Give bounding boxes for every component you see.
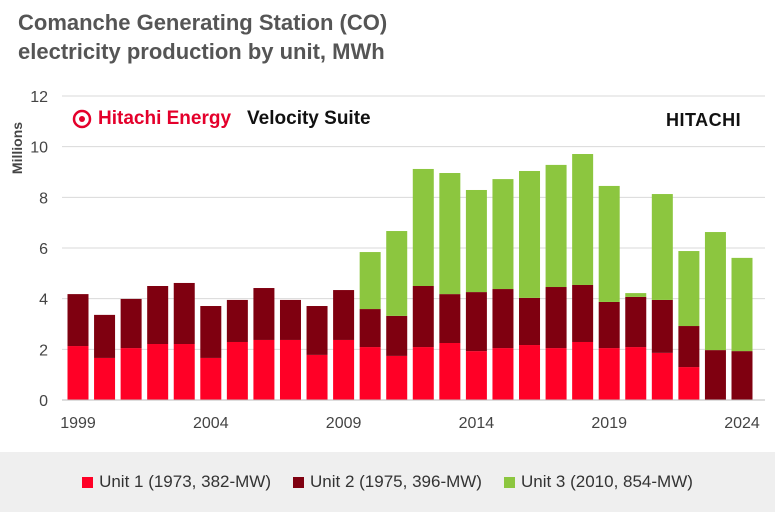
legend-swatch — [503, 476, 515, 488]
bar-2021-unit-2 — [651, 299, 673, 353]
legend-label: Unit 3 (2010, 854-MW) — [520, 472, 693, 491]
bar-2018-unit-3 — [572, 154, 594, 285]
bar-2011-unit-1 — [386, 355, 408, 400]
bar-2011-unit-2 — [386, 315, 408, 356]
bar-2002-unit-1 — [147, 344, 169, 400]
bar-2019-unit-1 — [598, 348, 620, 400]
x-tick-label: 2009 — [326, 415, 362, 432]
bar-2012-unit-3 — [412, 168, 434, 286]
bar-2014-unit-2 — [465, 292, 487, 352]
bar-2023-unit-2 — [704, 350, 726, 400]
bar-1999-unit-1 — [67, 346, 89, 400]
bar-2018-unit-2 — [572, 284, 594, 342]
bar-2007-unit-2 — [279, 299, 301, 340]
bar-2006-unit-2 — [253, 288, 275, 340]
bar-2015-unit-2 — [492, 289, 514, 349]
bar-2016-unit-1 — [519, 345, 541, 400]
legend-item-unit2: Unit 2 (1975, 396-MW) — [293, 472, 482, 492]
bar-2010-unit-1 — [359, 347, 381, 400]
title-line-1: Comanche Generating Station (CO) — [18, 10, 388, 35]
bar-2003-unit-2 — [173, 282, 195, 345]
chart-title: Comanche Generating Station (CO) electri… — [18, 8, 387, 66]
y-tick-label: 12 — [30, 89, 48, 106]
stacked-bar-chart: 0 2 4 6 8 10 12 Millions 1999 2004 2009 2014 2019 202… — [9, 89, 765, 432]
y-tick-label: 2 — [39, 342, 48, 359]
y-tick-label: 0 — [39, 393, 48, 410]
legend-label: Unit 1 (1973, 382-MW) — [99, 472, 272, 491]
y-tick-label: 4 — [39, 292, 48, 309]
bar-2004-unit-2 — [200, 306, 222, 358]
x-tick-label: 2024 — [724, 415, 760, 432]
bar-2014-unit-3 — [465, 189, 487, 293]
y-tick-label: 10 — [30, 140, 48, 157]
y-axis-label: Millions — [9, 122, 25, 174]
bar-2007-unit-1 — [279, 339, 301, 400]
bar-2012-unit-2 — [412, 286, 434, 348]
bar-2000-unit-2 — [94, 314, 116, 358]
bar-2024-unit-3 — [731, 257, 753, 352]
bar-2013-unit-2 — [439, 294, 461, 343]
bar-2015-unit-3 — [492, 179, 514, 290]
bar-2005-unit-1 — [226, 341, 248, 400]
bar-2021-unit-3 — [651, 194, 673, 300]
bar-2008-unit-2 — [306, 306, 328, 355]
bar-2013-unit-3 — [439, 173, 461, 295]
bar-2010-unit-2 — [359, 309, 381, 348]
bar-2022-unit-3 — [678, 251, 700, 327]
product-text: Velocity Suite — [247, 108, 371, 129]
legend-item-unit1: Unit 1 (1973, 382-MW) — [82, 472, 271, 492]
bar-2017-unit-2 — [545, 287, 567, 349]
bar-2020-unit-1 — [625, 347, 647, 400]
title-line-2: electricity production by unit, MWh — [18, 39, 385, 64]
bar-2004-unit-1 — [200, 357, 222, 400]
bar-2009-unit-2 — [333, 290, 355, 340]
bar-2010-unit-3 — [359, 252, 381, 310]
bar-2001-unit-1 — [120, 348, 142, 400]
bar-2022-unit-2 — [678, 326, 700, 368]
bar-2017-unit-1 — [545, 348, 567, 400]
bar-1999-unit-2 — [67, 294, 89, 347]
bar-2019-unit-3 — [598, 185, 620, 302]
bar-2009-unit-1 — [333, 339, 355, 400]
bar-2006-unit-1 — [253, 339, 275, 400]
bar-2005-unit-2 — [226, 299, 248, 342]
y-tick-label: 8 — [39, 190, 48, 207]
bar-2019-unit-2 — [598, 301, 620, 349]
bar-2018-unit-1 — [572, 341, 594, 400]
bar-2001-unit-2 — [120, 298, 142, 349]
bar-2016-unit-2 — [519, 297, 541, 346]
x-tick-label: 2014 — [459, 415, 495, 432]
bar-2021-unit-1 — [651, 352, 673, 400]
bar-2017-unit-3 — [545, 164, 567, 288]
y-tick-label: 6 — [39, 241, 48, 258]
legend-swatch — [82, 476, 94, 488]
bar-2012-unit-1 — [412, 347, 434, 400]
bar-2024-unit-2 — [731, 351, 753, 400]
brand-text: Hitachi Energy — [98, 108, 232, 129]
x-tick-label: 2019 — [591, 415, 627, 432]
legend-swatch — [293, 476, 305, 488]
bar-2003-unit-1 — [173, 344, 195, 400]
legend-item-unit3: Unit 3 (2010, 854-MW) — [503, 472, 693, 492]
bar-2023-unit-3 — [704, 232, 726, 351]
legend-label: Unit 2 (1975, 396-MW) — [310, 472, 482, 491]
bar-2020-unit-2 — [625, 296, 647, 348]
x-tick-label: 1999 — [60, 415, 96, 432]
bar-2016-unit-3 — [519, 170, 541, 298]
x-tick-label: 2004 — [193, 415, 229, 432]
hitachi-energy-emblem-icon — [72, 109, 92, 129]
bar-2015-unit-1 — [492, 348, 514, 400]
hitachi-energy-logo: Hitachi Energy Velocity Suite — [72, 108, 371, 130]
bar-2011-unit-3 — [386, 231, 408, 316]
bar-2002-unit-2 — [147, 286, 169, 345]
bar-2022-unit-1 — [678, 367, 700, 400]
bar-2014-unit-1 — [465, 351, 487, 400]
legend: Unit 1 (1973, 382-MW) Unit 2 (1975, 396-… — [0, 452, 775, 512]
bar-2013-unit-1 — [439, 343, 461, 400]
bar-2008-unit-1 — [306, 354, 328, 400]
bar-2020-unit-3 — [625, 293, 647, 297]
bar-2000-unit-1 — [94, 357, 116, 400]
hitachi-logo: HITACHI — [666, 110, 742, 130]
